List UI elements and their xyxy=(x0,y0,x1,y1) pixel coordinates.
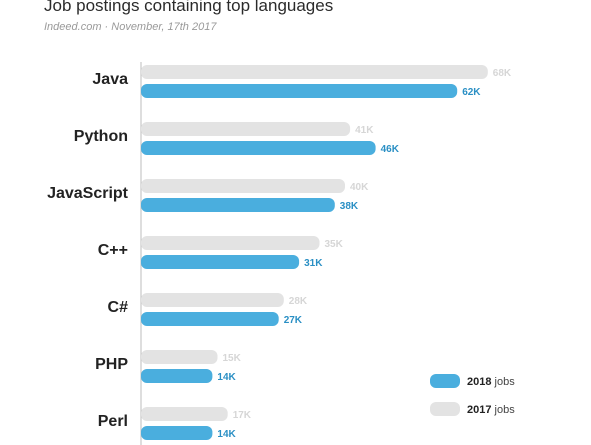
category-label: Perl xyxy=(98,413,128,430)
bar-2017 xyxy=(141,122,351,136)
category-label: Java xyxy=(92,71,128,88)
bar-2017 xyxy=(141,179,345,193)
bar-2017 xyxy=(141,65,488,79)
legend-swatch-2018 xyxy=(430,374,460,388)
data-label-2018: 14K xyxy=(217,429,236,440)
bar-2018 xyxy=(141,312,279,326)
bar-2017 xyxy=(141,350,218,364)
chart-title: Job postings containing top languages xyxy=(44,0,334,15)
category-label: PHP xyxy=(95,356,128,373)
bar-2017 xyxy=(141,293,284,307)
category-label: JavaScript xyxy=(47,185,129,202)
bar-2017 xyxy=(141,236,320,250)
bar-2018 xyxy=(141,141,376,155)
data-label-2018: 14K xyxy=(217,372,236,383)
chart-subtitle: Indeed.com · November, 17th 2017 xyxy=(44,21,217,33)
bar-2018 xyxy=(141,426,213,440)
data-label-2017: 35K xyxy=(325,239,344,250)
data-label-2018: 62K xyxy=(462,87,481,98)
data-label-2017: 40K xyxy=(350,182,369,193)
data-label-2018: 27K xyxy=(284,315,303,326)
data-label-2017: 68K xyxy=(493,68,512,79)
data-label-2018: 38K xyxy=(340,201,359,212)
data-label-2017: 17K xyxy=(233,410,252,421)
bar-2018 xyxy=(141,198,335,212)
data-label-2017: 28K xyxy=(289,296,308,307)
bar-2018 xyxy=(141,255,300,269)
data-label-2017: 15K xyxy=(223,353,242,364)
bar-2018 xyxy=(141,369,213,383)
bar-2018 xyxy=(141,84,458,98)
legend-swatch-2017 xyxy=(430,402,460,416)
legend-label-2018: 2018 jobs xyxy=(467,376,515,388)
data-label-2017: 41K xyxy=(355,125,374,136)
legend-label-2017: 2017 jobs xyxy=(467,404,515,416)
category-label: C++ xyxy=(98,242,128,259)
category-label: C# xyxy=(108,299,129,316)
category-label: Python xyxy=(74,128,128,145)
data-label-2018: 46K xyxy=(381,144,400,155)
bar-2017 xyxy=(141,407,228,421)
data-label-2018: 31K xyxy=(304,258,323,269)
